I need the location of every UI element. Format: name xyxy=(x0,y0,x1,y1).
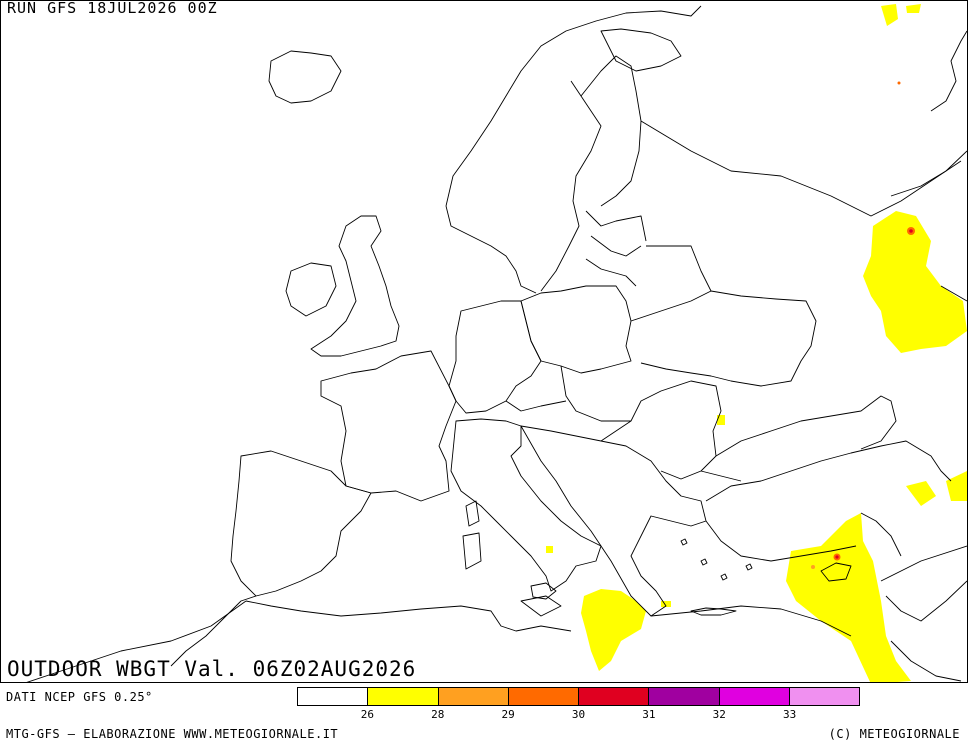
color-legend xyxy=(297,687,860,706)
map-frame: RUN GFS 18JUL2026 00Z OUTDOOR WBGT Val. … xyxy=(0,0,968,683)
legend-swatch xyxy=(368,688,439,705)
legend-tick-label: 28 xyxy=(431,708,445,721)
legend-tick-label: 32 xyxy=(712,708,726,721)
legend-swatch xyxy=(298,688,369,705)
footer-credit: MTG-GFS — ELABORAZIONE WWW.METEOGIORNALE… xyxy=(6,727,339,741)
legend-swatch xyxy=(789,688,859,705)
legend-swatch xyxy=(649,688,720,705)
legend-tick-label: 33 xyxy=(783,708,797,721)
legend-tick-label: 26 xyxy=(360,708,374,721)
map-title: OUTDOOR WBGT Val. 06Z02AUG2026 xyxy=(7,657,417,681)
coastlines-and-borders xyxy=(26,5,967,682)
footer-copyright: (C) METEOGIORNALE xyxy=(828,727,960,741)
run-label: RUN GFS 18JUL2026 00Z xyxy=(7,0,218,17)
legend-swatch xyxy=(508,688,579,705)
legend-swatch xyxy=(438,688,509,705)
europe-map xyxy=(26,4,967,682)
wbgt-shading xyxy=(546,4,967,682)
legend-ticks: 26 28 29 30 31 32 33 xyxy=(297,708,860,722)
legend-tick-label: 31 xyxy=(642,708,656,721)
source-label: DATI NCEP GFS 0.25° xyxy=(6,690,153,704)
legend-tick-label: 30 xyxy=(571,708,586,721)
legend-swatch xyxy=(579,688,650,705)
wbgt-hotspots xyxy=(811,81,915,569)
legend-tick-label: 29 xyxy=(501,708,515,721)
legend-swatch xyxy=(719,688,790,705)
